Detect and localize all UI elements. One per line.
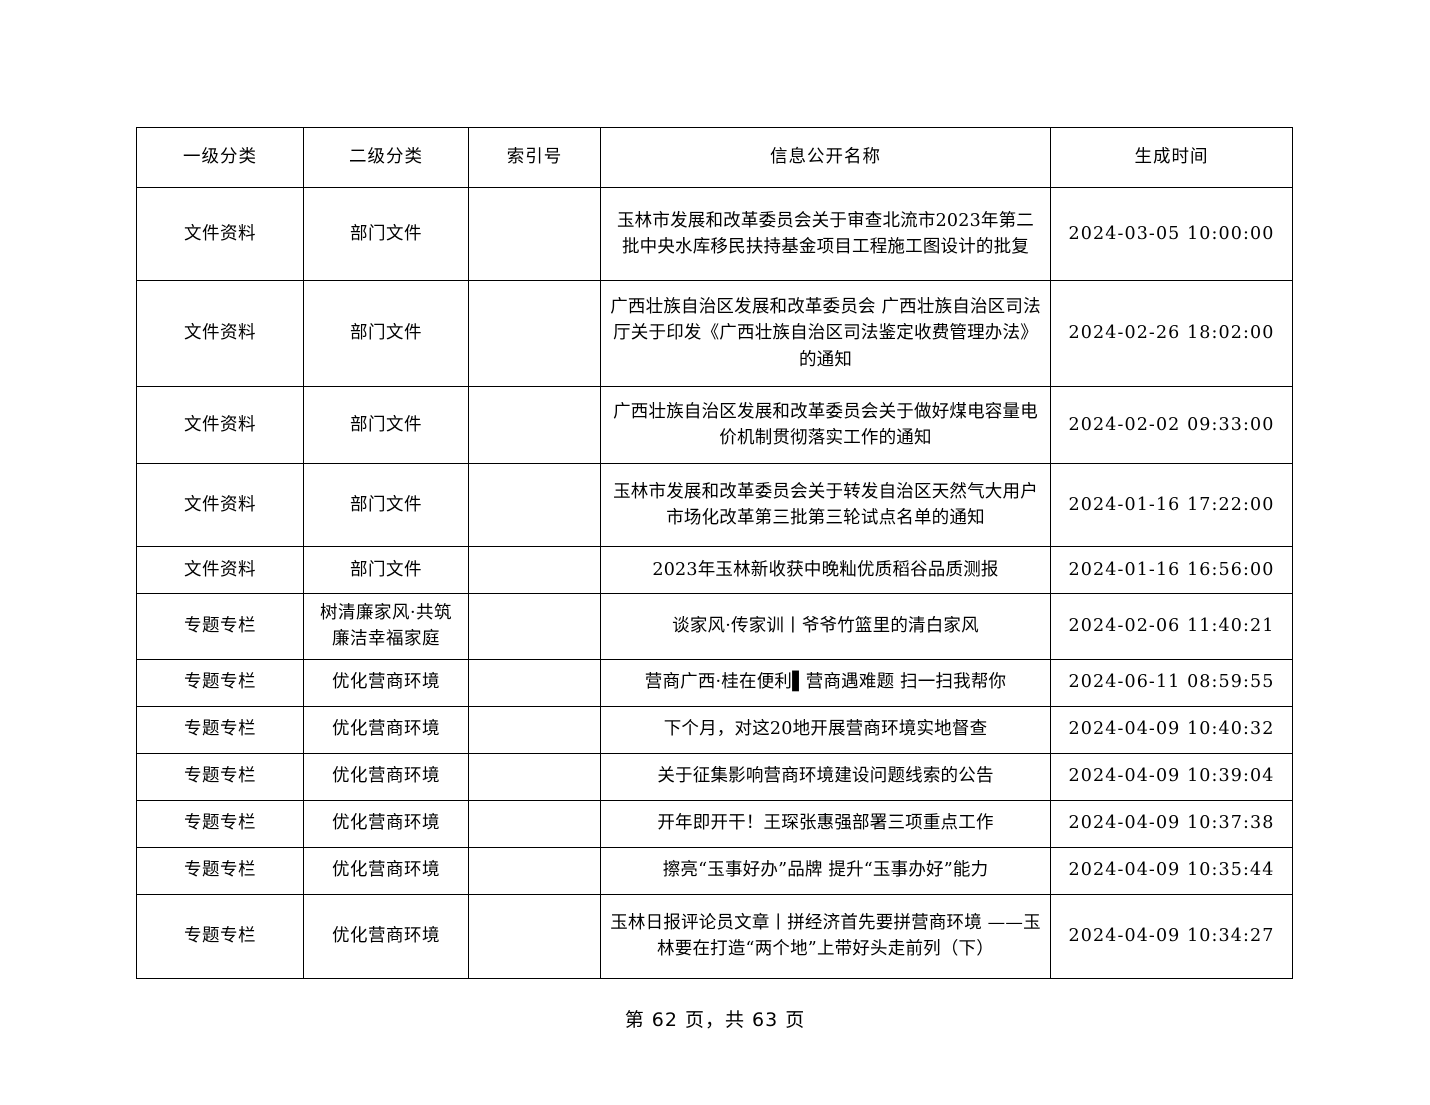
cell-category-2: 优化营商环境 bbox=[303, 799, 469, 848]
cell-created-at: 2024-02-02 09:33:00 bbox=[1050, 386, 1293, 464]
cell-category-1: 文件资料 bbox=[136, 546, 304, 594]
cell-category-2: 部门文件 bbox=[303, 280, 469, 387]
cell-category-1: 文件资料 bbox=[136, 187, 304, 281]
cell-index-no bbox=[468, 893, 601, 979]
cell-name: 广西壮族自治区发展和改革委员会关于做好煤电容量电价机制贯彻落实工作的通知 bbox=[600, 386, 1051, 464]
table-header-row: 一级分类 二级分类 索引号 信息公开名称 生成时间 bbox=[136, 127, 1293, 188]
cell-index-no bbox=[468, 705, 601, 754]
cell-index-no bbox=[468, 799, 601, 848]
table-body: 文件资料 部门文件 玉林市发展和改革委员会关于审查北流市2023年第二批中央水库… bbox=[136, 187, 1293, 979]
cell-name: 开年即开干！王琛张惠强部署三项重点工作 bbox=[600, 799, 1051, 848]
cell-category-1: 专题专栏 bbox=[136, 705, 304, 754]
table-row: 文件资料 部门文件 玉林市发展和改革委员会关于转发自治区天然气大用户市场化改革第… bbox=[136, 463, 1293, 547]
column-header-created-at: 生成时间 bbox=[1050, 127, 1293, 188]
cell-name: 广西壮族自治区发展和改革委员会 广西壮族自治区司法厅关于印发《广西壮族自治区司法… bbox=[600, 280, 1051, 387]
page-number-label: 第 62 页，共 63 页 bbox=[624, 1009, 806, 1031]
cell-created-at: 2024-02-26 18:02:00 bbox=[1050, 280, 1293, 387]
column-header-category-2: 二级分类 bbox=[303, 127, 469, 188]
column-header-index-no: 索引号 bbox=[468, 127, 601, 188]
cell-name: 玉林市发展和改革委员会关于转发自治区天然气大用户市场化改革第三批第三轮试点名单的… bbox=[600, 463, 1051, 547]
information-disclosure-table: 一级分类 二级分类 索引号 信息公开名称 生成时间 文件资料 部门文件 玉林市发… bbox=[136, 127, 1293, 979]
cell-created-at: 2024-01-16 16:56:00 bbox=[1050, 546, 1293, 594]
cell-created-at: 2024-06-11 08:59:55 bbox=[1050, 658, 1293, 707]
cell-created-at: 2024-03-05 10:00:00 bbox=[1050, 187, 1293, 281]
table-header: 一级分类 二级分类 索引号 信息公开名称 生成时间 bbox=[136, 127, 1293, 188]
cell-index-no bbox=[468, 752, 601, 801]
cell-name: 谈家风·传家训丨爷爷竹篮里的清白家风 bbox=[600, 593, 1051, 660]
cell-name: 下个月，对这20地开展营商环境实地督查 bbox=[600, 705, 1051, 754]
cell-category-2: 优化营商环境 bbox=[303, 752, 469, 801]
cell-created-at: 2024-04-09 10:37:38 bbox=[1050, 799, 1293, 848]
table-row: 文件资料 部门文件 广西壮族自治区发展和改革委员会 广西壮族自治区司法厅关于印发… bbox=[136, 280, 1293, 387]
cell-index-no bbox=[468, 187, 601, 281]
cell-category-1: 专题专栏 bbox=[136, 593, 304, 660]
cell-category-2: 优化营商环境 bbox=[303, 705, 469, 754]
cell-index-no bbox=[468, 463, 601, 547]
cell-index-no bbox=[468, 658, 601, 707]
table-row: 文件资料 部门文件 广西壮族自治区发展和改革委员会关于做好煤电容量电价机制贯彻落… bbox=[136, 386, 1293, 464]
table-row: 专题专栏 优化营商环境 关于征集影响营商环境建设问题线索的公告 2024-04-… bbox=[136, 752, 1293, 801]
cell-created-at: 2024-04-09 10:39:04 bbox=[1050, 752, 1293, 801]
cell-index-no bbox=[468, 546, 601, 594]
cell-created-at: 2024-04-09 10:34:27 bbox=[1050, 893, 1293, 979]
cell-category-2: 优化营商环境 bbox=[303, 846, 469, 895]
cell-index-no bbox=[468, 846, 601, 895]
cell-category-1: 专题专栏 bbox=[136, 893, 304, 979]
cell-category-2: 优化营商环境 bbox=[303, 658, 469, 707]
cell-name: 营商广西·桂在便利▌营商遇难题 扫一扫我帮你 bbox=[600, 658, 1051, 707]
cell-created-at: 2024-01-16 17:22:00 bbox=[1050, 463, 1293, 547]
table-row: 文件资料 部门文件 2023年玉林新收获中晚籼优质稻谷品质测报 2024-01-… bbox=[136, 546, 1293, 594]
column-header-category-1: 一级分类 bbox=[136, 127, 304, 188]
cell-category-2: 优化营商环境 bbox=[303, 893, 469, 979]
cell-category-1: 文件资料 bbox=[136, 280, 304, 387]
cell-index-no bbox=[468, 386, 601, 464]
information-disclosure-table-wrapper: 一级分类 二级分类 索引号 信息公开名称 生成时间 文件资料 部门文件 玉林市发… bbox=[136, 127, 1293, 979]
cell-name: 擦亮“玉事好办”品牌 提升“玉事办好”能力 bbox=[600, 846, 1051, 895]
cell-category-2: 树清廉家风·共筑廉洁幸福家庭 bbox=[303, 593, 469, 660]
cell-name: 玉林日报评论员文章丨拼经济首先要拼营商环境 ——玉林要在打造“两个地”上带好头走… bbox=[600, 893, 1051, 979]
cell-category-1: 专题专栏 bbox=[136, 799, 304, 848]
table-row: 专题专栏 优化营商环境 玉林日报评论员文章丨拼经济首先要拼营商环境 ——玉林要在… bbox=[136, 893, 1293, 979]
cell-index-no bbox=[468, 280, 601, 387]
table-row: 文件资料 部门文件 玉林市发展和改革委员会关于审查北流市2023年第二批中央水库… bbox=[136, 187, 1293, 281]
cell-name: 2023年玉林新收获中晚籼优质稻谷品质测报 bbox=[600, 546, 1051, 594]
table-row: 专题专栏 优化营商环境 营商广西·桂在便利▌营商遇难题 扫一扫我帮你 2024-… bbox=[136, 658, 1293, 707]
page-footer: 第 62 页，共 63 页 bbox=[0, 1005, 1430, 1032]
cell-category-2: 部门文件 bbox=[303, 187, 469, 281]
cell-category-2: 部门文件 bbox=[303, 386, 469, 464]
cell-category-1: 专题专栏 bbox=[136, 658, 304, 707]
cell-category-1: 专题专栏 bbox=[136, 846, 304, 895]
cell-category-1: 文件资料 bbox=[136, 463, 304, 547]
cell-category-1: 专题专栏 bbox=[136, 752, 304, 801]
table-row: 专题专栏 树清廉家风·共筑廉洁幸福家庭 谈家风·传家训丨爷爷竹篮里的清白家风 2… bbox=[136, 593, 1293, 660]
cell-name: 玉林市发展和改革委员会关于审查北流市2023年第二批中央水库移民扶持基金项目工程… bbox=[600, 187, 1051, 281]
cell-name: 关于征集影响营商环境建设问题线索的公告 bbox=[600, 752, 1051, 801]
cell-category-1: 文件资料 bbox=[136, 386, 304, 464]
cell-created-at: 2024-04-09 10:40:32 bbox=[1050, 705, 1293, 754]
table-row: 专题专栏 优化营商环境 擦亮“玉事好办”品牌 提升“玉事办好”能力 2024-0… bbox=[136, 846, 1293, 895]
table-row: 专题专栏 优化营商环境 开年即开干！王琛张惠强部署三项重点工作 2024-04-… bbox=[136, 799, 1293, 848]
cell-index-no bbox=[468, 593, 601, 660]
column-header-name: 信息公开名称 bbox=[600, 127, 1051, 188]
cell-created-at: 2024-04-09 10:35:44 bbox=[1050, 846, 1293, 895]
cell-created-at: 2024-02-06 11:40:21 bbox=[1050, 593, 1293, 660]
table-row: 专题专栏 优化营商环境 下个月，对这20地开展营商环境实地督查 2024-04-… bbox=[136, 705, 1293, 754]
cell-category-2: 部门文件 bbox=[303, 546, 469, 594]
cell-category-2: 部门文件 bbox=[303, 463, 469, 547]
